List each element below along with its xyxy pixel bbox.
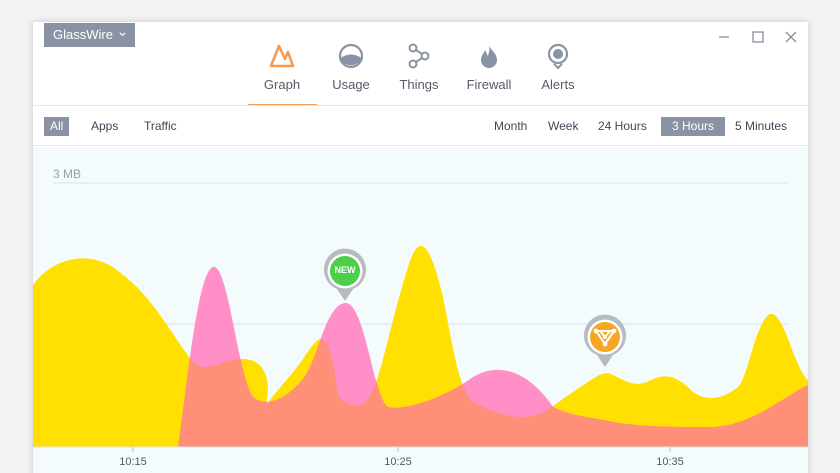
graph-icon [269, 44, 295, 68]
range-week[interactable]: Week [548, 119, 579, 133]
map-pin-icon [584, 314, 626, 367]
filter-bar: All Apps Traffic Month Week 24 Hours 3 H… [33, 106, 808, 146]
alerts-icon [547, 43, 569, 70]
usage-icon [338, 43, 364, 69]
tab-firewall-label: Firewall [466, 77, 512, 92]
close-icon[interactable] [784, 30, 798, 44]
map-pin-icon [324, 248, 366, 301]
traffic-graph[interactable]: 3 MB 10:15 10:25 10:35 NEW [33, 147, 808, 473]
time-tick-label: 10:25 [384, 456, 412, 468]
time-tick-label: 10:35 [656, 456, 684, 468]
traffic-graph-canvas [33, 182, 808, 452]
range-3-hours[interactable]: 3 Hours [661, 117, 725, 136]
app-menu-button[interactable]: GlassWire [44, 23, 135, 47]
app-menu-label: GlassWire [53, 27, 113, 42]
tab-graph[interactable]: Graph [247, 42, 317, 92]
tab-usage[interactable]: Usage [316, 42, 386, 92]
tab-usage-label: Usage [332, 77, 370, 92]
tab-things-label: Things [399, 77, 439, 92]
chevron-down-icon [119, 32, 126, 37]
header-divider [33, 105, 808, 106]
maximize-icon[interactable] [751, 30, 765, 44]
app-window: GlassWire Graph Usage Thing [33, 22, 808, 473]
things-icon [408, 43, 430, 69]
filter-apps[interactable]: Apps [91, 119, 119, 133]
firewall-icon [481, 45, 497, 68]
tab-alerts[interactable]: Alerts [523, 42, 593, 92]
new-app-marker[interactable]: NEW [322, 248, 368, 304]
time-tick-label: 10:15 [119, 456, 147, 468]
scale-label: 3 MB [53, 167, 82, 181]
range-5-minutes[interactable]: 5 Minutes [735, 119, 788, 133]
minimize-icon[interactable] [717, 30, 731, 44]
filter-traffic[interactable]: Traffic [144, 119, 177, 133]
tab-alerts-label: Alerts [541, 77, 575, 92]
range-24-hours[interactable]: 24 Hours [598, 119, 647, 133]
device-marker[interactable] [582, 314, 628, 370]
tab-firewall[interactable]: Firewall [454, 42, 524, 92]
tab-graph-label: Graph [263, 77, 301, 92]
new-app-marker-label: NEW [334, 265, 356, 275]
filter-all[interactable]: All [44, 117, 70, 136]
range-month[interactable]: Month [494, 119, 528, 133]
tab-things[interactable]: Things [384, 42, 454, 92]
